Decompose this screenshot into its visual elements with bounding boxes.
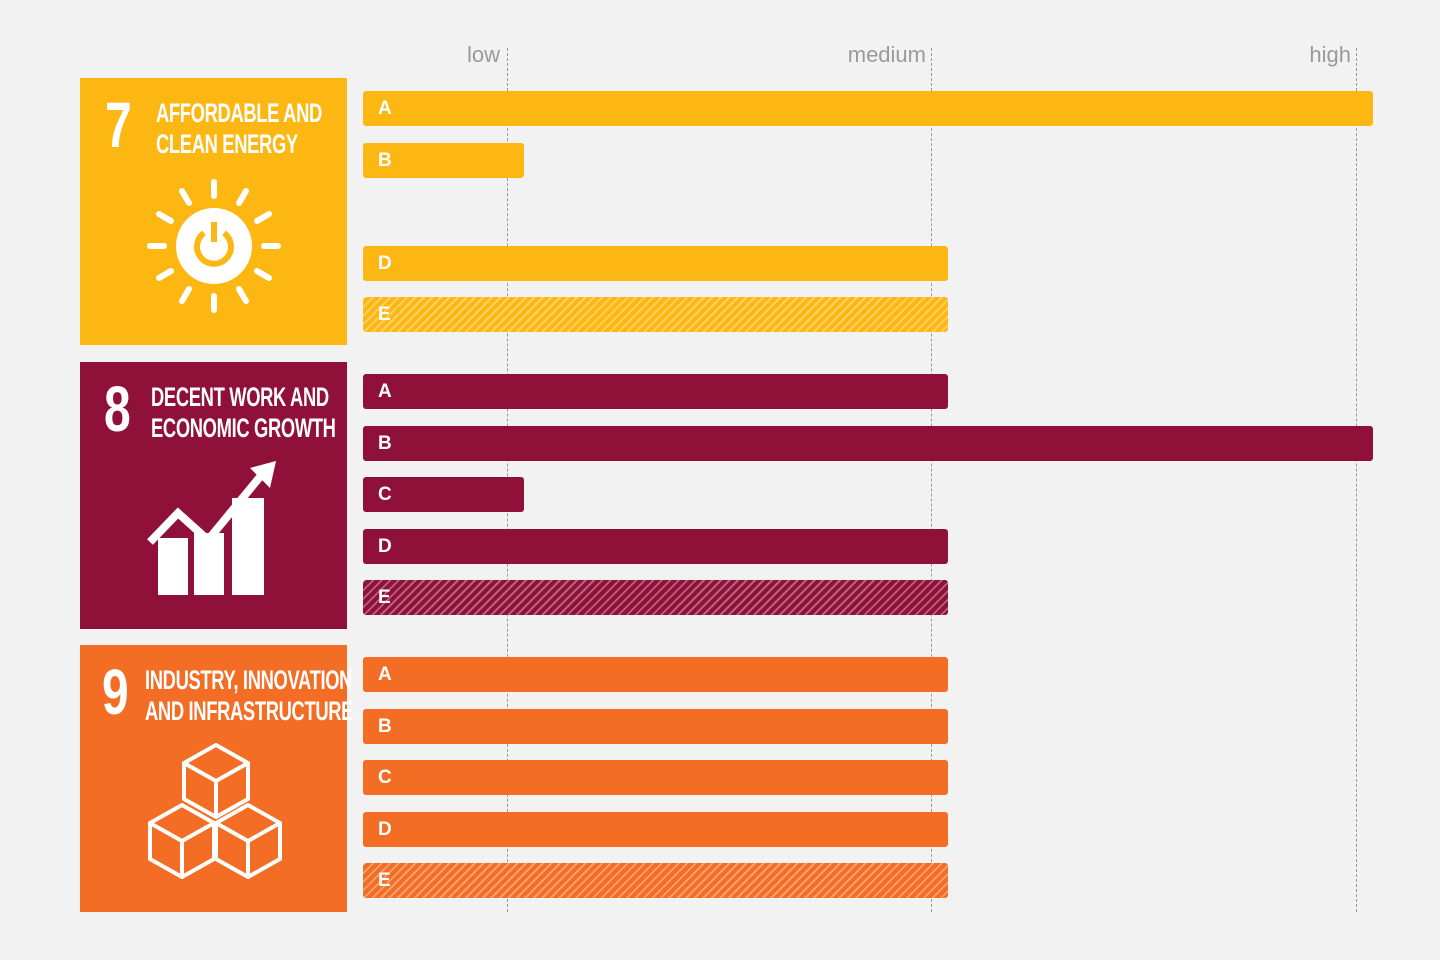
bar-goal-8-E: E <box>363 580 948 615</box>
bar-label: B <box>378 715 392 737</box>
axis-label-low: low <box>466 42 500 67</box>
bar-goal-8-C: C <box>363 477 524 512</box>
bar-label: D <box>378 252 392 274</box>
bar-label: B <box>378 149 392 171</box>
bar-goal-9-D: D <box>363 811 948 847</box>
axis-label-high: high <box>1309 42 1351 67</box>
bar-goal-7-D: D <box>363 245 948 281</box>
bar-goal-9-B: B <box>363 708 948 744</box>
bar-goal-7-E: E <box>363 297 948 332</box>
bar-label: E <box>378 870 391 891</box>
goal-title: AFFORDABLE AND CLEAN ENERGY <box>156 98 322 159</box>
goal-8-tile: 8 DECENT WORK AND ECONOMIC GROWTH <box>80 362 347 629</box>
bar-label: C <box>378 484 392 505</box>
axis-label-medium: medium <box>847 42 926 67</box>
bar-goal-9-A: A <box>363 657 948 692</box>
bar-label: E <box>378 587 391 608</box>
cubes-icon <box>148 743 282 879</box>
bar-label: D <box>378 818 392 840</box>
goal-number: 9 <box>102 656 129 728</box>
bar-goal-8-A: A <box>363 374 948 409</box>
bar-label: A <box>378 381 392 402</box>
bar-goal-7-B: B <box>363 142 524 178</box>
bar-goal-9-C: C <box>363 760 948 795</box>
gridline-medium <box>931 48 932 912</box>
bar-goal-7-A: A <box>363 91 1373 126</box>
bar-label: A <box>378 664 392 685</box>
bar-goal-8-D: D <box>363 528 948 564</box>
goal-number: 7 <box>105 89 132 161</box>
sun-power-icon <box>147 179 281 313</box>
bar-label: B <box>378 432 392 454</box>
goal-number: 8 <box>104 373 131 445</box>
bar-goal-9-E: E <box>363 863 948 898</box>
gridline-high <box>1356 48 1357 912</box>
goal-title: DECENT WORK AND ECONOMIC GROWTH <box>151 382 336 443</box>
bar-goal-8-B: B <box>363 425 1373 461</box>
growth-chart-icon <box>147 461 276 595</box>
bar-label: C <box>378 767 392 788</box>
bar-label: A <box>378 98 392 119</box>
bar-label: D <box>378 535 392 557</box>
goal-7-tile: 7 AFFORDABLE AND CLEAN ENERGY <box>80 78 347 345</box>
goal-9-tile: 9 INDUSTRY, INNOVATION AND INFRASTRUCTURE <box>80 645 353 912</box>
goal-title: INDUSTRY, INNOVATION AND INFRASTRUCTURE <box>145 665 354 726</box>
bar-label: E <box>378 304 391 325</box>
